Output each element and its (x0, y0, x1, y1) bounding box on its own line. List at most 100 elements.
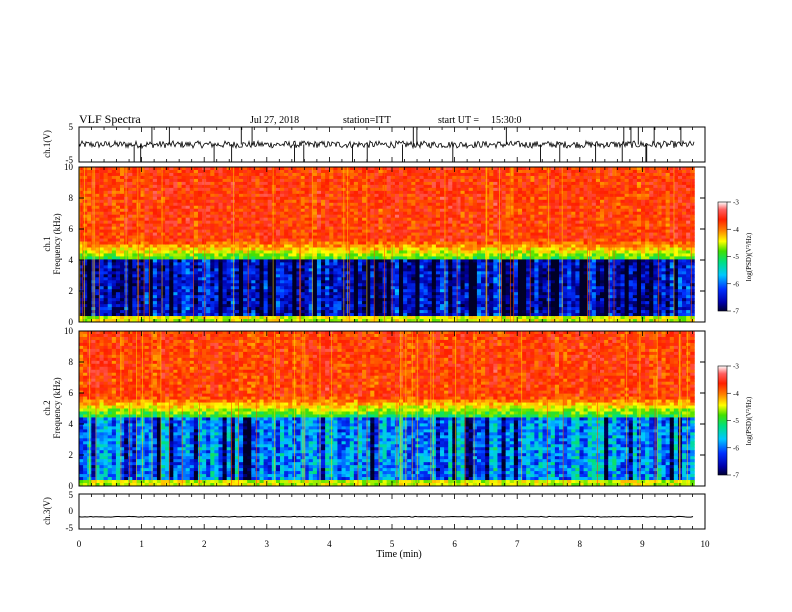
spectrogram-cell (165, 283, 170, 287)
spectrogram-cell (452, 307, 457, 311)
spectrogram-cell (456, 211, 461, 216)
spectrogram-cell (251, 226, 256, 230)
spectrogram-cell (165, 274, 170, 278)
spectrogram-cell (308, 211, 314, 216)
spectrogram-cell (173, 238, 178, 242)
spectrogram-cell (407, 217, 412, 222)
spectrogram-cell (407, 235, 412, 239)
spectrogram-cell (275, 205, 281, 210)
spectrogram-cell (222, 253, 228, 257)
spectrogram-cell (308, 319, 314, 323)
spectrogram-cell (296, 202, 301, 207)
spectrogram-cell (132, 310, 137, 314)
spectrogram-cell (185, 289, 191, 293)
spectrogram-cell (407, 241, 412, 245)
spectrogram-cell (87, 190, 92, 195)
spectrogram-cell (222, 313, 228, 317)
spectrogram-cell (169, 298, 174, 302)
spectrogram-cell (251, 211, 256, 216)
spectrogram-cell (140, 232, 146, 236)
spectrogram-cell (251, 283, 256, 287)
spectrogram-cell (448, 256, 453, 260)
spectrogram-cell (362, 247, 367, 251)
spectrogram-cell (288, 283, 293, 287)
spectrogram-cell (210, 289, 215, 293)
spectrogram-cell (464, 211, 470, 216)
spectrogram-cell (103, 169, 109, 174)
spectrogram-cell (243, 268, 248, 272)
spectrogram-cell (165, 220, 170, 225)
spectrogram-cell (362, 283, 367, 287)
spectrogram-cell (300, 178, 306, 183)
spectrogram-cell (79, 262, 84, 266)
spectrogram-cell (431, 208, 437, 213)
spectrogram-cell (259, 220, 265, 225)
spectrogram-cell (193, 289, 199, 293)
spectrogram-cell (120, 175, 125, 180)
spectrogram-cell (99, 205, 105, 210)
spectrogram-cell (120, 202, 125, 207)
spectrogram-cell (197, 250, 203, 254)
spectrogram-cell (357, 175, 363, 180)
spectrogram-cell (411, 196, 416, 201)
spectrogram-cell (316, 301, 322, 305)
spectrogram-cell (161, 253, 166, 257)
spectrogram-cell (177, 292, 182, 296)
spectrogram-cell (353, 175, 359, 180)
spectrogram-cell (292, 232, 297, 236)
spectrogram-cell (370, 199, 375, 204)
spectrogram-cell (79, 307, 84, 311)
spectrogram-cell (390, 167, 396, 171)
spectrogram-cell (452, 181, 457, 186)
spectrogram-cell (448, 187, 453, 192)
spectrogram-cell (87, 295, 92, 299)
spectrogram-cell (83, 253, 88, 257)
spectrogram-cell (329, 235, 334, 239)
spectrogram-cell (378, 172, 383, 177)
spectrogram-cell (226, 175, 232, 180)
spectrogram-cell (243, 316, 248, 320)
spectrogram-cell (214, 286, 219, 290)
spectrogram-cell (325, 238, 330, 242)
spectrogram-cell (284, 262, 289, 266)
spectrogram-cell (353, 274, 359, 278)
spectrogram-cell (407, 214, 412, 219)
spectrogram-cell (271, 250, 277, 254)
spectrogram-cell (263, 208, 269, 213)
spectrogram-cell (247, 295, 252, 299)
spectrogram-cell (308, 262, 314, 266)
spectrogram-cell (378, 244, 383, 248)
spectrogram-cell (325, 247, 330, 251)
spectrogram-cell (169, 262, 174, 266)
spectrogram-cell (156, 172, 162, 177)
spectrogram-cell (152, 229, 158, 233)
spectrogram-cell (144, 271, 150, 275)
spectrogram-cell (218, 259, 223, 263)
spectrogram-cell (440, 169, 445, 174)
spectrogram-cell (173, 178, 178, 183)
spectrogram-cell (111, 223, 117, 228)
spectrogram-cell (349, 172, 355, 177)
spectrogram-cell (415, 301, 420, 305)
spectrogram-cell (103, 289, 109, 293)
spectrogram-cell (185, 244, 191, 248)
spectrogram-cell (210, 235, 215, 239)
spectrogram-cell (312, 169, 318, 174)
spectrogram-cell (448, 304, 453, 308)
spectrogram-cell (411, 226, 416, 230)
spectrogram-cell (197, 313, 203, 317)
spectrogram-cell (222, 283, 228, 287)
spectrogram-cell (95, 283, 100, 287)
spectrogram-cell (103, 184, 109, 189)
spectrogram-cell (333, 226, 338, 230)
spectrogram-cell (197, 259, 203, 263)
spectrogram-cell (226, 199, 232, 204)
spectrogram-cell (210, 172, 215, 177)
spectrogram-cell (230, 250, 236, 254)
spectrogram-cell (210, 178, 215, 183)
spectrogram-cell (398, 214, 404, 219)
spectrogram-cell (456, 307, 461, 311)
spectrogram-cell (140, 292, 146, 296)
spectrogram-cell (234, 172, 240, 177)
